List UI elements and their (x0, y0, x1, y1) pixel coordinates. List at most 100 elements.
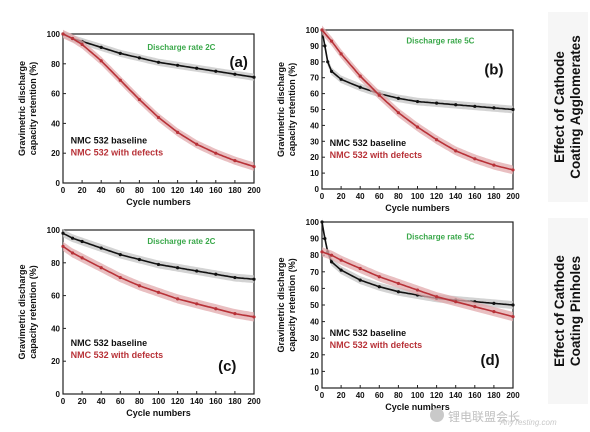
data-point (320, 220, 324, 224)
panel-letter: (d) (481, 352, 500, 369)
data-point (176, 63, 180, 67)
series-band (322, 218, 513, 309)
data-point (435, 138, 439, 142)
y-axis-label: Gravimetric dischargecapacity retention … (17, 264, 38, 359)
legend-entry: NMC 532 with defects (71, 147, 164, 157)
x-tick-label: 40 (356, 391, 365, 400)
y-axis-label-line: capacity retention (%) (287, 258, 297, 352)
y-tick-label: 30 (310, 334, 319, 343)
x-tick-label: 100 (411, 192, 425, 201)
x-tick-label: 180 (228, 397, 242, 406)
row-label-line: Coating Agglomerates (568, 35, 583, 179)
chart-panel-d: 0 20 40 60 80 100 120 140 160 180 200 0 10 20 30 40 50 60… (276, 218, 520, 412)
data-point (511, 303, 515, 307)
x-tick-label: 120 (171, 186, 185, 195)
y-tick-label: 40 (310, 121, 319, 130)
row-label-pinholes: Effect of Cathode Coating Pinholes (548, 218, 588, 404)
y-axis-label-line: capacity retention (%) (28, 62, 38, 156)
data-point (329, 260, 334, 264)
x-tick-label: 0 (320, 192, 325, 201)
data-point (233, 275, 237, 280)
x-tick-label: 140 (190, 397, 204, 406)
data-point (195, 66, 199, 70)
y-axis-label: Gravimetric dischargecapacity retention … (276, 257, 297, 352)
rate-label: Discharge rate 5C (406, 232, 474, 241)
x-tick-label: 0 (61, 186, 66, 195)
data-point (377, 275, 381, 279)
x-tick-label: 100 (152, 186, 166, 195)
x-tick-label: 0 (61, 397, 66, 406)
y-axis-label-line: capacity retention (%) (287, 63, 297, 157)
y-tick-label: 100 (306, 218, 320, 227)
y-tick-label: 100 (47, 226, 61, 235)
y-tick-label: 10 (310, 367, 319, 376)
data-point (492, 301, 496, 305)
x-axis-label: Cycle numbers (385, 402, 450, 412)
x-tick-label: 60 (116, 186, 125, 195)
data-point (329, 69, 334, 73)
y-tick-label: 80 (51, 60, 60, 69)
data-point (70, 36, 75, 41)
data-point (358, 85, 362, 89)
data-point (233, 159, 237, 163)
x-tick-label: 100 (411, 391, 425, 400)
y-tick-label: 30 (310, 137, 319, 146)
panel-letter: (c) (218, 358, 236, 375)
x-tick-label: 160 (209, 397, 223, 406)
y-tick-label: 90 (310, 235, 319, 244)
data-point (61, 244, 65, 248)
x-tick-label: 60 (375, 192, 384, 201)
x-tick-label: 160 (468, 391, 482, 400)
x-tick-label: 0 (320, 391, 325, 400)
data-point (176, 297, 180, 301)
data-point (377, 285, 381, 289)
x-tick-label: 200 (247, 186, 261, 195)
y-tick-label: 90 (310, 42, 319, 51)
data-point (99, 45, 103, 50)
y-tick-label: 60 (51, 90, 60, 99)
y-tick-label: 40 (51, 119, 60, 128)
series-band (63, 229, 254, 284)
x-tick-label: 40 (97, 397, 106, 406)
data-point (252, 315, 256, 319)
legend-entry: NMC 532 baseline (71, 135, 148, 145)
data-point (492, 163, 496, 167)
y-tick-label: 0 (56, 179, 61, 188)
x-tick-label: 40 (97, 186, 106, 195)
data-point (454, 300, 458, 304)
y-axis-label-line: Gravimetric discharge (17, 61, 27, 156)
rate-label: Discharge rate 2C (147, 43, 215, 52)
x-tick-label: 180 (487, 391, 501, 400)
y-tick-label: 60 (51, 292, 60, 301)
data-point (156, 115, 161, 120)
data-point (80, 42, 84, 47)
data-point (214, 69, 218, 73)
legend-entry: NMC 532 baseline (71, 338, 148, 348)
data-point (396, 111, 400, 115)
x-tick-label: 120 (430, 391, 444, 400)
data-point (473, 157, 477, 161)
x-tick-label: 20 (78, 397, 87, 406)
data-point (176, 266, 180, 270)
y-tick-label: 20 (51, 357, 60, 366)
data-point (195, 269, 199, 273)
y-axis-label-line: Gravimetric discharge (276, 62, 286, 157)
data-point (80, 239, 84, 244)
data-point (80, 256, 84, 260)
data-point (118, 253, 122, 257)
data-point (358, 74, 362, 78)
data-point (511, 107, 515, 112)
data-point (195, 302, 199, 306)
y-tick-label: 0 (315, 384, 320, 393)
x-tick-label: 20 (78, 186, 87, 195)
data-point (137, 56, 141, 60)
x-tick-label: 60 (116, 397, 125, 406)
row-label-line: Effect of Cathode (552, 255, 567, 367)
row-label-agglomerates: Effect of Cathode Coating Agglomerates (548, 12, 588, 202)
x-tick-label: 200 (247, 397, 261, 406)
data-point (358, 278, 362, 282)
data-point (454, 103, 458, 107)
data-point (137, 257, 141, 262)
y-axis-label-line: Gravimetric discharge (276, 257, 286, 352)
